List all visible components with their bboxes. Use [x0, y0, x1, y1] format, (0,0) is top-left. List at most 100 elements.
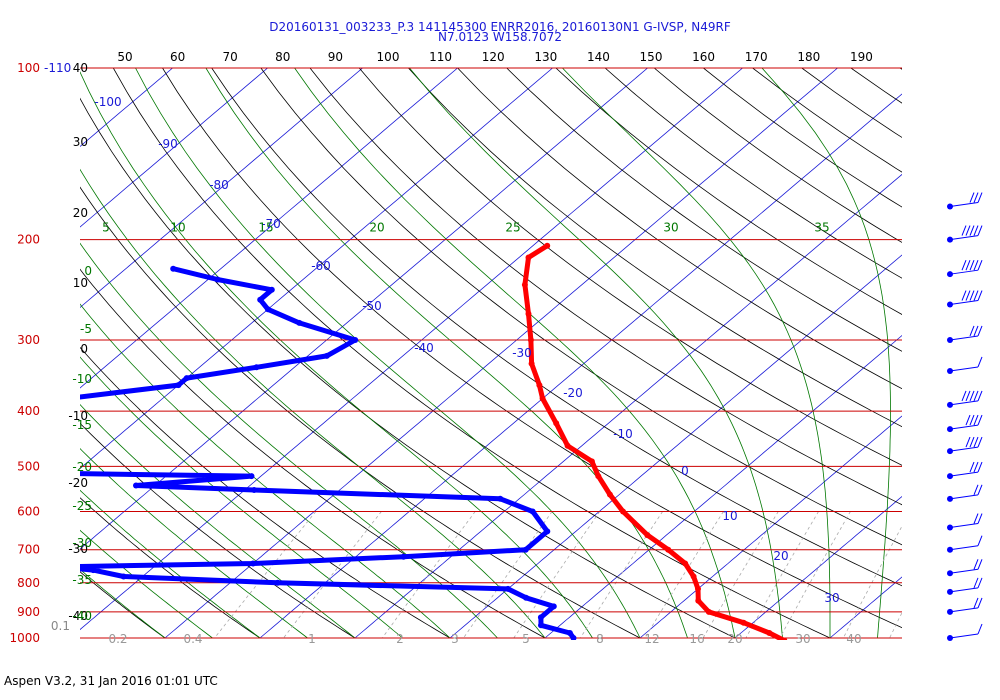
- dewpoint-point: [544, 528, 551, 535]
- dry-adiabat-line: [506, 68, 902, 352]
- mixing-ratio-line: [513, 511, 601, 639]
- temperature-point: [588, 458, 595, 465]
- isotherm-line: [80, 68, 648, 550]
- dry-adiabat-line: [555, 68, 902, 315]
- isotherm-label: -20: [563, 386, 583, 400]
- wind-barb-flag: [961, 259, 967, 271]
- wind-barb-flag: [969, 461, 975, 473]
- height-tick-label: 20: [73, 206, 88, 220]
- moist-adiabat-line: [80, 356, 403, 639]
- dewpoint-point: [253, 364, 260, 371]
- top-axis-tick-label: 100: [377, 50, 400, 64]
- wind-barb-flag: [965, 290, 971, 301]
- dewpoint-point: [264, 306, 271, 313]
- mixing-ratio-label: 5: [522, 632, 530, 646]
- moist-adiabat-label: -10: [72, 372, 92, 386]
- adiabat-label: 35: [814, 221, 829, 235]
- wind-barb-flag: [965, 414, 971, 426]
- isotherm-line: [80, 68, 743, 631]
- wind-barb-flag: [969, 436, 975, 448]
- top-axis-tick-label: 90: [328, 50, 343, 64]
- isotherm-line: [544, 334, 902, 639]
- dewpoint-point: [296, 319, 303, 326]
- moist-adiabat-label: -30: [72, 536, 92, 550]
- dewpoint-point: [133, 482, 139, 489]
- moist-adiabat-label: -40: [72, 609, 92, 623]
- wind-barb-flag: [965, 225, 971, 236]
- temperature-point: [695, 597, 702, 604]
- pressure-tick-label: 700: [17, 543, 40, 557]
- top-axis-tick-label: 110: [429, 50, 452, 64]
- pressure-tick-label: 500: [17, 459, 40, 473]
- wind-barb-flag: [969, 414, 975, 426]
- moist-adiabat-line: [761, 68, 891, 639]
- pressure-tick-label: 600: [17, 505, 40, 519]
- wind-barb-flag: [973, 436, 979, 448]
- wind-barb-staff: [949, 400, 979, 406]
- wind-barb-flag: [961, 290, 967, 301]
- height-tick-label: 0: [80, 342, 88, 356]
- wind-barb-flag: [973, 559, 979, 570]
- wind-barb-flag: [977, 461, 983, 473]
- temperature-point: [536, 382, 543, 389]
- height-tick-label: -30: [68, 542, 88, 556]
- top-axis-tick-label: 160: [692, 50, 715, 64]
- wind-barb-flag: [969, 259, 975, 271]
- dewpoint-point: [523, 594, 529, 601]
- top-axis-tick-label: 190: [850, 50, 873, 64]
- height-tick-label: 30: [73, 135, 88, 149]
- mixing-ratio-line: [381, 511, 476, 639]
- top-axis-tick-label: 170: [745, 50, 768, 64]
- wind-barb-flag: [977, 513, 983, 524]
- isotherm-label: -90: [158, 137, 178, 151]
- dewpoint-point: [170, 265, 177, 272]
- wind-barb-flag: [973, 414, 979, 426]
- chart-title: D20160131_003233_P.3 141145300 ENRR2016,…: [269, 20, 731, 34]
- isotherm-line: [734, 495, 902, 639]
- moist-adiabat-label: -15: [72, 418, 92, 432]
- temperature-point: [525, 310, 532, 317]
- temperature-point: [564, 442, 571, 449]
- temperature-point: [695, 585, 701, 592]
- mixing-ratio-label: 30: [795, 632, 810, 646]
- wind-barb-flag: [977, 414, 983, 426]
- isotherm-label: -60: [311, 259, 331, 273]
- wind-barb-staff: [949, 545, 979, 551]
- top-axis-tick-label: 150: [640, 50, 663, 64]
- wind-barb-flag: [969, 290, 975, 301]
- mixing-ratio-label: 0.4: [183, 632, 202, 646]
- temperature-point: [527, 337, 534, 343]
- isotherm-line: [639, 415, 902, 639]
- wind-barb-flag: [969, 225, 975, 236]
- wind-barb-staff: [949, 471, 979, 477]
- wind-barb-flag: [965, 436, 971, 448]
- dry-adiabat-line: [358, 68, 902, 466]
- dewpoint-point: [497, 495, 504, 502]
- pressure-tick-label: 400: [17, 404, 40, 418]
- wind-barb-staff: [949, 366, 979, 372]
- wind-barb-staff: [949, 424, 979, 430]
- isotherm-label: -10: [613, 427, 633, 441]
- wind-barb-flag: [973, 484, 979, 496]
- dewpoint-point: [538, 622, 544, 629]
- mixing-ratio-line: [702, 511, 779, 639]
- temperature-point: [705, 608, 712, 615]
- dry-adiabat-line: [80, 186, 641, 639]
- moist-adiabat-label: -25: [72, 499, 92, 513]
- pressure-tick-label: 200: [17, 233, 40, 247]
- dry-adiabat-line: [703, 68, 902, 208]
- mixing-ratio-line: [580, 511, 663, 639]
- dewpoint-point: [550, 603, 557, 610]
- dewpoint-point: [250, 560, 256, 567]
- wind-barb-flag: [965, 259, 971, 271]
- wind-barb-flag: [973, 577, 979, 589]
- dry-adiabat-line: [309, 68, 902, 506]
- dewpoint-point: [570, 635, 577, 640]
- dry-adiabat-line: [80, 97, 736, 639]
- wind-barb-staff: [949, 633, 979, 639]
- mixing-ratio-line: [843, 525, 902, 639]
- mixing-ratio-label: 16: [689, 632, 704, 646]
- moist-adiabat-line: [80, 448, 308, 639]
- wind-barb-flag: [977, 356, 983, 368]
- wind-barb-staff: [949, 607, 979, 613]
